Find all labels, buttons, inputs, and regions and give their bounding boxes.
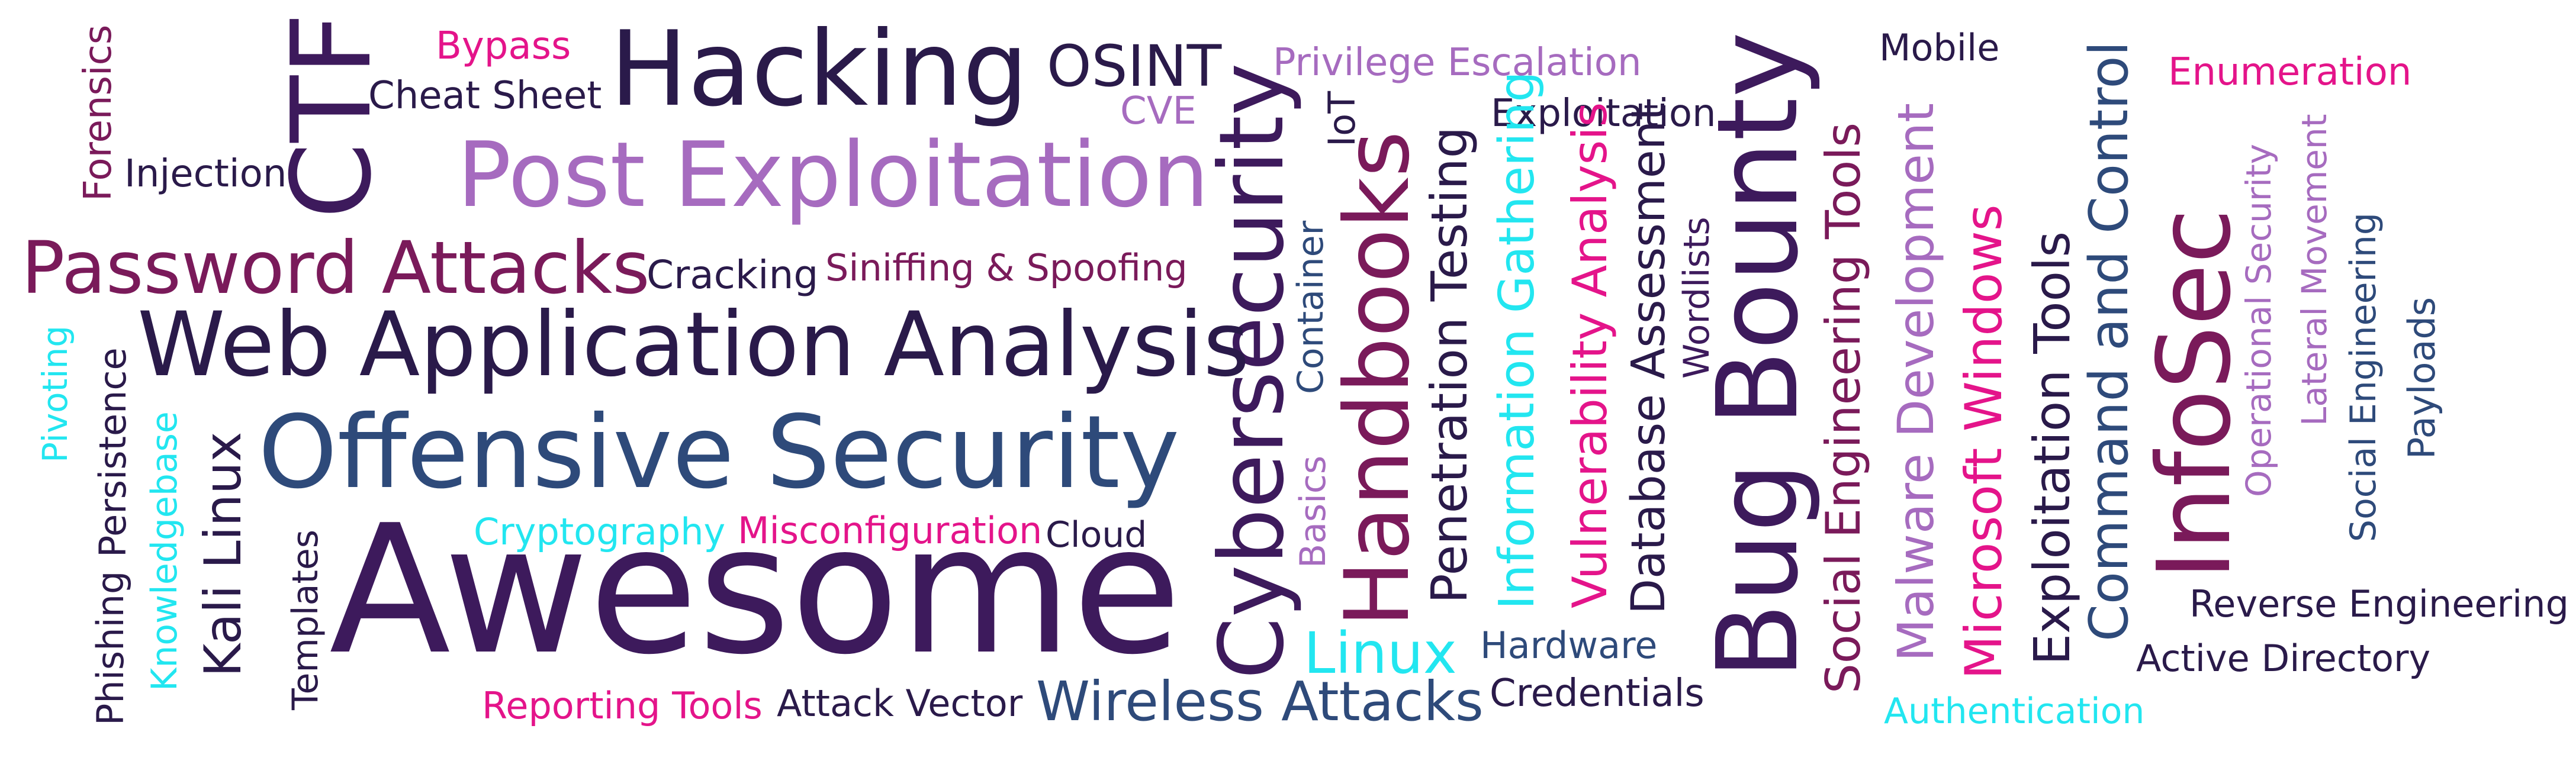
word-social-engineering: Social Engineering: [2343, 212, 2384, 542]
word-reverse-engineering: Reverse Engineering: [2189, 582, 2569, 625]
word-persistence: Persistence: [91, 347, 134, 557]
word-hacking: Hacking: [610, 9, 1029, 130]
word-handbooks: Handbooks: [1326, 131, 1429, 627]
word-osint: OSINT: [1047, 33, 1222, 99]
word-hardware: Hardware: [1480, 624, 1658, 667]
word-payloads: Payloads: [2400, 296, 2443, 459]
word-cve: CVE: [1120, 89, 1197, 133]
word-infosec: InfoSec: [2136, 208, 2253, 580]
word-reporting-tools: Reporting Tools: [482, 684, 763, 727]
word-offensive-security: Offensive Security: [258, 394, 1180, 511]
word-mobile: Mobile: [1879, 26, 2000, 69]
word-enumeration: Enumeration: [2168, 50, 2412, 94]
word-password-attacks: Password Attacks: [21, 226, 650, 310]
word-active-directory: Active Directory: [2136, 637, 2431, 680]
word-malware-development: Malware Development: [1887, 102, 1945, 662]
word-database-assessment: Database Assessment: [1622, 102, 1675, 614]
word-authentication: Authentication: [1884, 691, 2145, 732]
word-basics: Basics: [1292, 455, 1334, 568]
word-attack-vector: Attack Vector: [777, 682, 1023, 725]
word-cloud: Cloud: [1046, 514, 1147, 556]
word-cheat-sheet: Cheat Sheet: [368, 74, 602, 118]
word-misconfiguration: Misconfiguration: [738, 509, 1043, 552]
word-bypass: Bypass: [436, 24, 571, 68]
word-microsoft-windows: Microsoft Windows: [1954, 204, 2014, 679]
word-exploitation-tools: Exploitation Tools: [2023, 231, 2081, 665]
word-container: Container: [1290, 220, 1332, 394]
word-web-application-analysis: Web Application Analysis: [137, 294, 1250, 396]
word-post-exploitation: Post Exploitation: [457, 122, 1210, 227]
word-siniffing-spoofing: Siniffing & Spoofing: [825, 246, 1188, 289]
word-penetration-testing: Penetration Testing: [1420, 126, 1478, 604]
word-privilege-escalation: Privilege Escalation: [1273, 41, 1642, 85]
word-cryptography: Cryptography: [474, 510, 726, 553]
word-linux: Linux: [1304, 620, 1457, 686]
word-awesome: Awesome: [329, 487, 1182, 694]
word-templates: Templates: [285, 529, 326, 710]
word-cracking: Cracking: [647, 252, 819, 298]
word-operational-security: Operational Security: [2239, 144, 2279, 497]
word-bug-bounty: Bug Bounty: [1693, 31, 1823, 680]
word-forensics: Forensics: [76, 24, 120, 201]
word-pivoting: Pivoting: [35, 325, 75, 463]
word-social-engineering-tools: Social Engineering Tools: [1816, 122, 1871, 694]
word-vulnerability-analysis: Vulnerability Analysis: [1562, 102, 1617, 608]
word-wireless-attacks: Wireless Attacks: [1036, 670, 1484, 733]
word-information-gathering: Information Gathering: [1489, 71, 1545, 610]
word-credentials: Credentials: [1490, 672, 1705, 715]
word-lateral-movement: Lateral Movement: [2294, 114, 2334, 426]
word-knowledgebase: Knowledgebase: [144, 411, 185, 691]
word-exploitation: Exploitation: [1491, 92, 1716, 136]
word-injection: Injection: [124, 152, 287, 196]
word-command-and-control: Command and Control: [2078, 41, 2140, 641]
word-phishing: Phishing: [89, 570, 132, 725]
word-kali-linux: Kali Linux: [194, 431, 253, 677]
